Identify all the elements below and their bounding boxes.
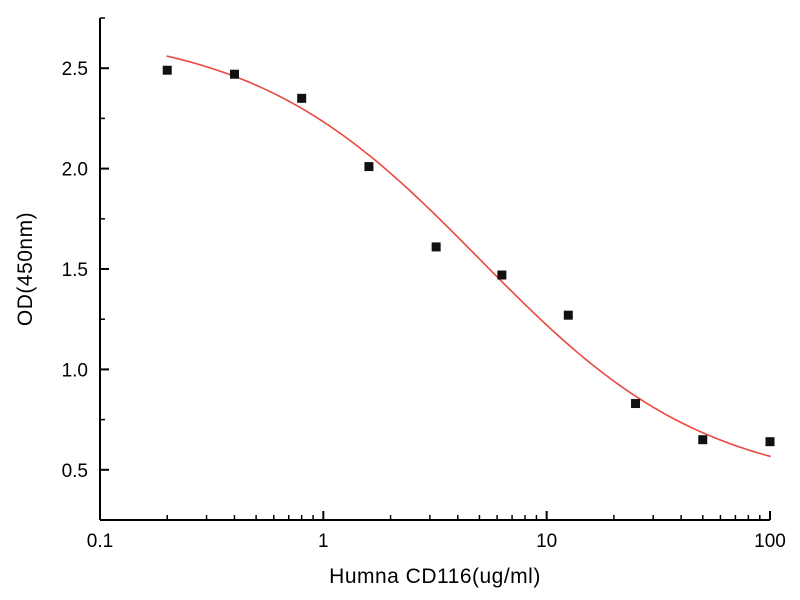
data-point-marker [162, 65, 172, 75]
x-tick-label: 1 [318, 531, 329, 552]
data-point-marker [364, 162, 374, 172]
data-point-marker [765, 437, 775, 447]
y-tick-label: 0.5 [62, 461, 88, 482]
tick-labels: 0.1 1 10 100 0.5 1.0 1.5 2.0 2.5 [62, 59, 786, 552]
data-point-marker [698, 435, 708, 445]
y-tick-label: 1.5 [62, 260, 88, 281]
fit-curve [166, 55, 771, 458]
data-point-marker [431, 242, 441, 252]
axes-layer [99, 17, 771, 521]
x-tick-label: 0.1 [87, 531, 113, 552]
data-point-marker [229, 69, 239, 79]
y-tick-label: 2.5 [62, 59, 88, 80]
fit-curve-path [166, 55, 771, 458]
x-tick-label: 100 [754, 531, 786, 552]
y-tick-label: 1.0 [62, 360, 88, 381]
data-point-marker [631, 399, 641, 409]
y-tick-label: 2.0 [62, 160, 88, 181]
x-tick-label: 10 [536, 531, 557, 552]
data-point-marker [563, 310, 573, 320]
data-point-marker [297, 93, 307, 103]
data-point-marker [497, 270, 507, 280]
data-points [162, 65, 775, 447]
x-axis-title: Humna CD116(ug/ml) [329, 565, 541, 588]
y-axis-title: OD(450nm) [14, 212, 37, 326]
